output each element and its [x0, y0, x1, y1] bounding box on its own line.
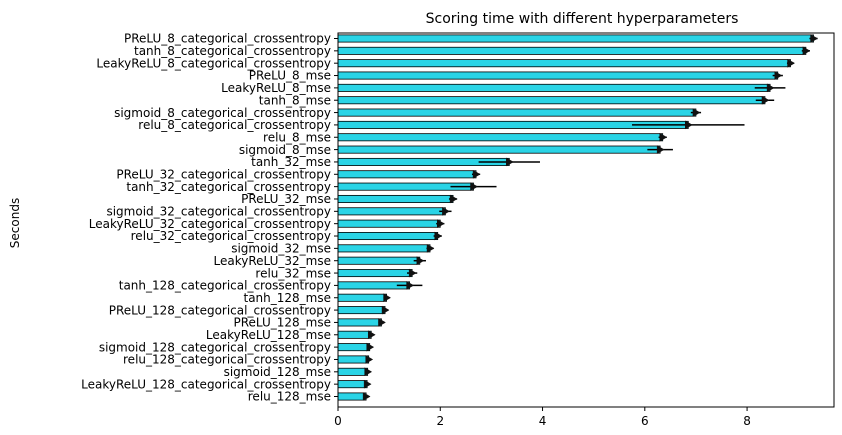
- value-marker-16: [434, 231, 443, 241]
- bar-19: [337, 269, 413, 278]
- y-tick-label-25: sigmoid_128_categorical_crossentropy: [99, 340, 331, 354]
- y-tick-label-27: sigmoid_128_mse: [224, 365, 331, 379]
- value-marker-5: [761, 95, 770, 105]
- error-bars-group: [362, 34, 819, 401]
- y-tick-label-12: tanh_32_categorical_crossentropy: [126, 180, 331, 194]
- value-marker-24: [367, 330, 376, 340]
- y-tick-label-15: LeakyReLU_32_categorical_crossentropy: [89, 217, 331, 231]
- bar-9: [337, 145, 661, 154]
- bar-0: [337, 34, 814, 43]
- value-marker-25: [366, 342, 375, 352]
- bars-group: [337, 34, 814, 401]
- value-marker-1: [802, 46, 811, 56]
- value-marker-2: [787, 58, 796, 68]
- bar-5: [337, 96, 766, 105]
- bar-24: [337, 330, 372, 339]
- value-marker-8: [659, 132, 668, 142]
- x-tick-label-2: 4: [539, 414, 547, 428]
- value-marker-15: [437, 219, 445, 229]
- value-marker-29: [362, 392, 371, 401]
- value-marker-10: [506, 157, 514, 167]
- bar-3: [337, 71, 779, 80]
- y-tick-label-28: LeakyReLU_128_categorical_crossentropy: [81, 377, 331, 391]
- y-tick-label-16: relu_32_categorical_crossentropy: [131, 229, 331, 243]
- value-marker-19: [408, 268, 417, 278]
- value-marker-9: [656, 145, 665, 155]
- bar-23: [337, 318, 382, 327]
- y-tick-label-26: relu_128_categorical_crossentropy: [123, 353, 331, 367]
- bar-25: [337, 343, 371, 352]
- y-tick-label-24: LeakyReLU_128_mse: [206, 328, 331, 342]
- plot-frame: [337, 32, 835, 408]
- y-tick-label-2: LeakyReLU_8_categorical_crossentropy: [96, 56, 331, 70]
- bar-26: [337, 355, 370, 364]
- x-tick-label-4: 8: [743, 414, 751, 428]
- y-tick-label-29: relu_128_mse: [248, 390, 331, 404]
- x-ticks-group: 0 2 4 6 8: [334, 407, 751, 428]
- y-tick-label-9: sigmoid_8_mse: [239, 143, 331, 157]
- bar-13: [337, 194, 454, 203]
- bar-4: [337, 83, 771, 92]
- y-tick-label-4: LeakyReLU_8_mse: [221, 81, 331, 95]
- value-marker-20: [406, 280, 415, 290]
- value-marker-6: [692, 108, 701, 117]
- bar-27: [337, 367, 369, 376]
- x-tick-label-1: 2: [436, 414, 444, 428]
- value-marker-14: [442, 206, 450, 216]
- bar-6: [337, 108, 697, 117]
- y-tick-label-6: sigmoid_8_categorical_crossentropy: [114, 106, 331, 120]
- value-marker-12: [470, 182, 479, 192]
- bar-21: [337, 293, 387, 302]
- value-marker-11: [472, 169, 481, 179]
- bar-2: [337, 59, 791, 68]
- y-tick-label-23: PReLU_128_mse: [233, 316, 331, 330]
- value-marker-18: [416, 256, 425, 266]
- bar-11: [337, 170, 477, 179]
- y-tick-label-20: tanh_128_categorical_crossentropy: [119, 279, 331, 293]
- y-tick-label-7: relu_8_categorical_crossentropy: [138, 118, 331, 132]
- y-tick-label-22: PReLU_128_categorical_crossentropy: [109, 303, 331, 317]
- x-tick-label-3: 6: [641, 414, 649, 428]
- bar-15: [337, 219, 441, 228]
- bar-29: [337, 392, 367, 401]
- value-marker-4: [766, 83, 775, 93]
- value-marker-0: [810, 34, 819, 43]
- y-tick-label-8: relu_8_mse: [263, 130, 331, 144]
- y-tick-label-13: PReLU_32_mse: [241, 192, 331, 206]
- y-tick-label-5: tanh_8_mse: [259, 93, 331, 107]
- y-tick-label-11: PReLU_32_categorical_crossentropy: [116, 167, 331, 181]
- value-marker-21: [383, 293, 392, 303]
- y-tick-label-19: relu_32_mse: [255, 266, 331, 280]
- y-tick-label-10: tanh_32_mse: [251, 155, 331, 169]
- bar-28: [337, 380, 368, 389]
- y-tick-label-3: PReLU_8_mse: [249, 69, 331, 83]
- y-tick-label-14: sigmoid_32_categorical_crossentropy: [106, 205, 331, 219]
- value-marker-17: [426, 243, 435, 253]
- value-marker-3: [774, 71, 783, 80]
- y-tick-label-18: LeakyReLU_32_mse: [214, 254, 331, 268]
- bar-14: [337, 207, 446, 216]
- y-ticks-group: PReLU_8_categorical_crossentropytanh_8_c…: [81, 32, 338, 404]
- value-marker-7: [685, 120, 693, 130]
- y-tick-label-17: sigmoid_32_mse: [231, 242, 331, 256]
- bar-18: [337, 256, 421, 265]
- bar-16: [337, 232, 439, 241]
- y-tick-label-1: tanh_8_categorical_crossentropy: [134, 44, 331, 58]
- value-marker-13: [449, 194, 458, 204]
- value-marker-27: [364, 367, 373, 377]
- bar-8: [337, 133, 664, 142]
- y-tick-label-21: tanh_128_mse: [244, 291, 332, 305]
- value-marker-28: [363, 379, 372, 389]
- value-marker-23: [378, 318, 386, 327]
- y-axis-label: Seconds: [8, 198, 22, 248]
- bar-17: [337, 244, 431, 253]
- value-marker-22: [381, 305, 390, 315]
- bar-1: [337, 46, 807, 55]
- y-tick-label-0: PReLU_8_categorical_crossentropy: [124, 32, 331, 46]
- x-tick-label-0: 0: [334, 414, 342, 428]
- chart-title: Scoring time with different hyperparamet…: [426, 11, 739, 27]
- value-marker-26: [365, 355, 374, 364]
- bar-22: [337, 306, 386, 315]
